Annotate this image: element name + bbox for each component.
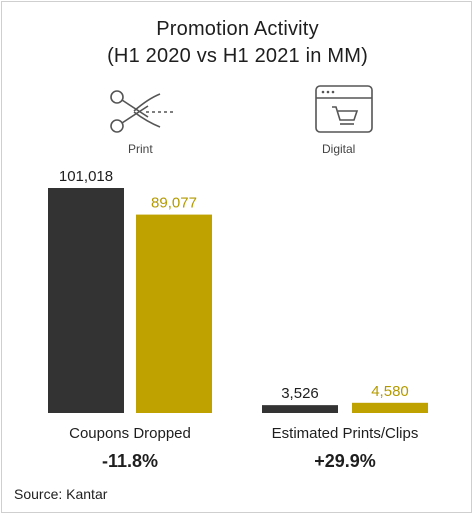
data-label: 89,077 [151,195,197,212]
category-label: Estimated Prints/Clips [272,425,419,442]
browser-cart-icon [314,84,374,141]
bar [48,188,124,413]
print-icon-label: Print [128,142,153,156]
source-note: Source: Kantar [14,486,108,502]
digital-icon-label: Digital [322,142,356,156]
bar [262,405,338,413]
bar [136,214,212,413]
scissors-coupon-icon [104,86,180,143]
change-label: -11.8% [102,451,158,471]
category-label: Coupons Dropped [69,425,191,442]
data-label: 101,018 [59,168,113,185]
bar [352,402,428,413]
data-label: 3,526 [281,385,319,402]
chart-title-line2: (H1 2020 vs H1 2021 in MM) [107,45,368,67]
change-label: +29.9% [314,451,376,471]
chart-title-line1: Promotion Activity [156,18,319,40]
data-label: 4,580 [371,383,409,400]
